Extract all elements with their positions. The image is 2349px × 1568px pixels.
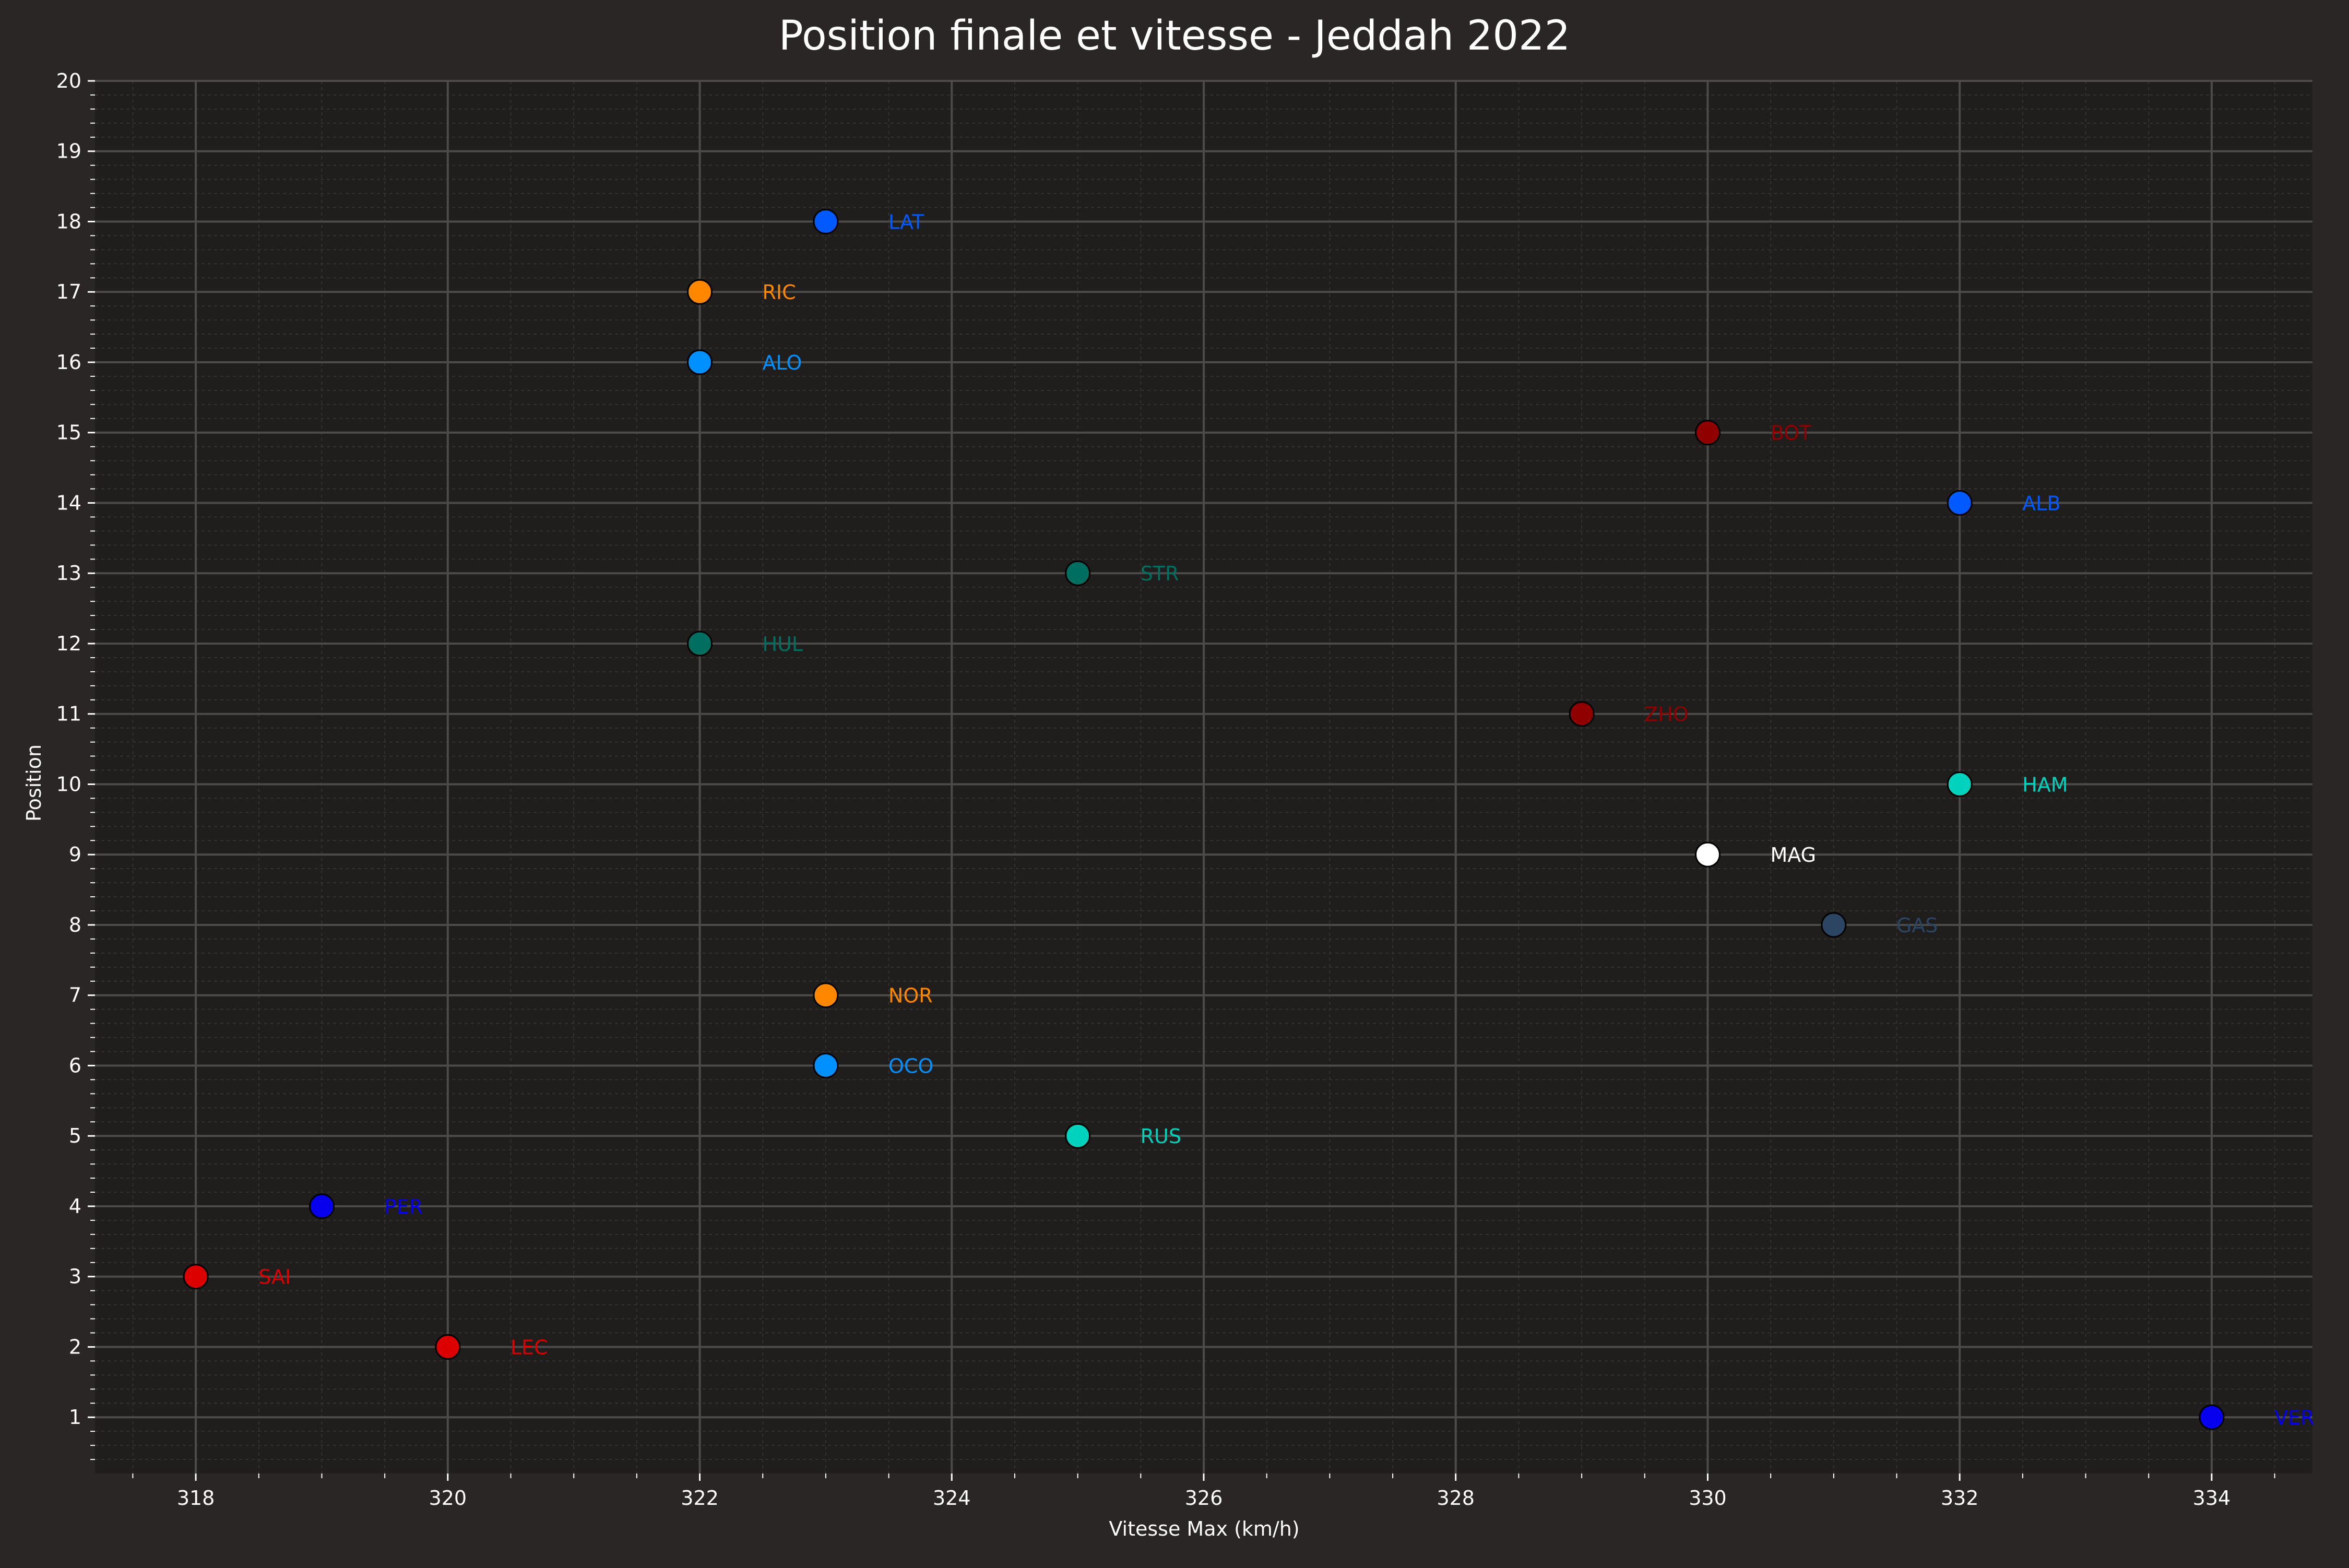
y-tick-label: 15 (56, 421, 81, 444)
y-tick-label: 9 (69, 843, 81, 866)
y-axis-label: Position (22, 744, 45, 822)
point-labels: VER LEC SAI PER RUS OCO NOR GAS MAG HAM ZHO HUL STR A… (258, 210, 2314, 1429)
y-tick-label: 7 (69, 984, 81, 1007)
data-point-gas (1821, 912, 1847, 938)
data-label-ham: HAM (2022, 773, 2068, 796)
data-point-lat (813, 208, 839, 234)
y-tick-label: 1 (69, 1406, 81, 1429)
data-point-hul (687, 631, 713, 657)
data-label-ric: RIC (763, 281, 796, 304)
x-tick-label: 332 (1941, 1487, 1979, 1510)
data-point-sai (183, 1264, 209, 1290)
y-tick-label: 12 (56, 632, 81, 655)
data-point-mag (1694, 841, 1721, 868)
data-label-alb: ALB (2022, 492, 2060, 515)
data-label-bot: BOT (1770, 422, 1811, 445)
data-label-nor: NOR (888, 984, 933, 1007)
x-tick-label: 322 (681, 1487, 719, 1510)
data-point-zho (1569, 701, 1595, 727)
data-point-rus (1065, 1123, 1091, 1149)
data-label-sai: SAI (258, 1266, 291, 1289)
data-point-lec (435, 1334, 461, 1360)
y-tick-label: 11 (56, 703, 81, 726)
y-tick-label: 20 (56, 69, 81, 92)
y-tick-label: 19 (56, 140, 81, 163)
y-tick-label: 4 (69, 1195, 81, 1218)
y-tick-label: 14 (56, 491, 81, 514)
data-point-bot (1694, 420, 1721, 446)
y-tick-label: 5 (69, 1124, 81, 1147)
y-tick-label: 10 (56, 773, 81, 795)
data-point-ric (687, 279, 713, 305)
data-point-nor (813, 982, 839, 1008)
data-point-ham (1947, 771, 1973, 797)
x-tick-label: 330 (1689, 1487, 1727, 1510)
data-label-lat: LAT (888, 210, 924, 233)
data-label-hul: HUL (763, 633, 803, 656)
x-axis-label: Vitesse Max (km/h) (1109, 1517, 1299, 1540)
y-tick-label: 18 (56, 210, 81, 233)
data-point-alo (687, 349, 713, 375)
y-tick-label: 17 (56, 280, 81, 303)
y-tick-label: 8 (69, 913, 81, 936)
x-tick-label: 320 (429, 1487, 467, 1510)
x-tick-label: 318 (177, 1487, 215, 1510)
data-label-alo: ALO (763, 351, 802, 374)
data-label-oco: OCO (888, 1054, 933, 1077)
data-points (183, 208, 2225, 1430)
x-tick-label: 328 (1437, 1487, 1475, 1510)
data-label-zho: ZHO (1644, 703, 1689, 726)
data-label-gas: GAS (1896, 914, 1938, 937)
x-tick-label: 324 (933, 1487, 971, 1510)
data-point-alb (1947, 490, 1973, 516)
x-axis: 318 320 322 324 326 328 330 332 334 (132, 1474, 2275, 1510)
x-tick-label: 326 (1185, 1487, 1223, 1510)
y-tick-label: 2 (69, 1335, 81, 1358)
data-label-ver: VER (2274, 1406, 2314, 1429)
major-grid (95, 80, 2312, 1474)
y-tick-label: 13 (56, 562, 81, 585)
data-label-mag: MAG (1770, 844, 1816, 866)
data-point-ver (2199, 1404, 2225, 1430)
data-label-lec: LEC (511, 1336, 548, 1359)
y-tick-label: 6 (69, 1054, 81, 1077)
data-label-per: PER (384, 1195, 422, 1218)
data-point-oco (813, 1052, 839, 1078)
y-tick-label: 3 (69, 1265, 81, 1288)
data-label-str: STR (1141, 562, 1179, 585)
x-tick-label: 334 (2193, 1487, 2231, 1510)
data-point-str (1065, 560, 1091, 586)
data-point-per (309, 1193, 335, 1219)
y-tick-label: 16 (56, 351, 81, 374)
chart-title: Position finale et vitesse - Jeddah 2022 (779, 13, 1571, 60)
data-label-rus: RUS (1141, 1125, 1181, 1148)
